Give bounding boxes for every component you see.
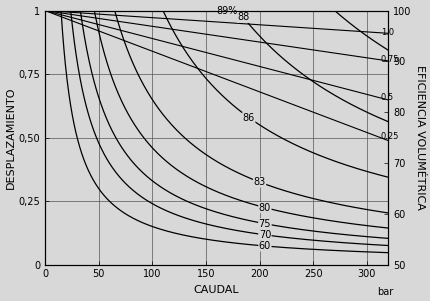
Text: 70: 70 — [258, 230, 270, 240]
Text: 75: 75 — [258, 219, 270, 229]
Text: 0.75: 0.75 — [380, 55, 398, 64]
X-axis label: CAUDAL: CAUDAL — [194, 285, 239, 295]
Text: bar: bar — [377, 287, 393, 297]
Text: 88: 88 — [237, 12, 249, 22]
Text: 83: 83 — [253, 177, 265, 187]
Text: 89%: 89% — [216, 5, 237, 16]
Text: 86: 86 — [242, 113, 255, 123]
Y-axis label: DESPLAZAMIENTO: DESPLAZAMIENTO — [6, 86, 15, 189]
Y-axis label: EFICIENCIA VOLUMÉTRICA: EFICIENCIA VOLUMÉTRICA — [415, 65, 424, 210]
Text: 0.25: 0.25 — [380, 132, 398, 141]
Text: 60: 60 — [258, 241, 270, 251]
Text: 0.5: 0.5 — [380, 93, 393, 102]
Text: 1.0: 1.0 — [380, 28, 393, 37]
Text: 80: 80 — [258, 203, 270, 213]
